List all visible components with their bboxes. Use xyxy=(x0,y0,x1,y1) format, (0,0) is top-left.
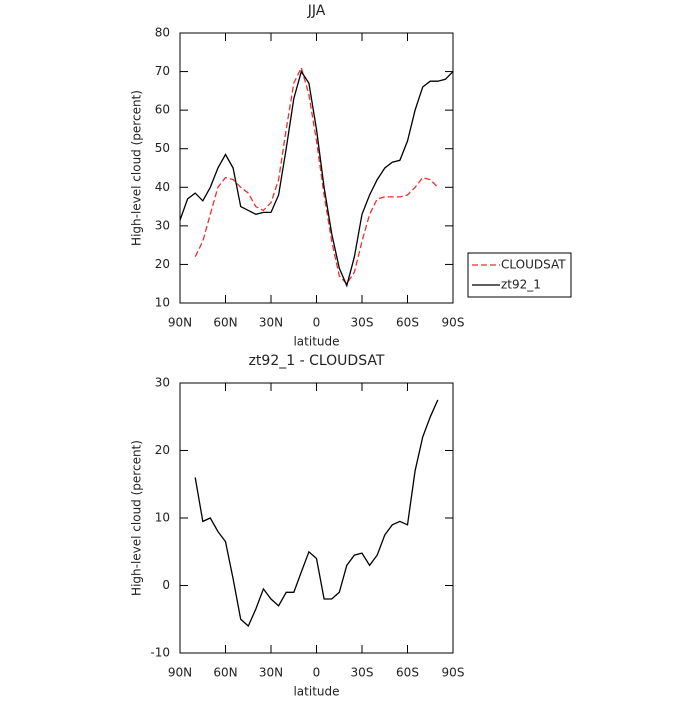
x-tick-label: 30S xyxy=(351,666,374,680)
x-tick-label: 90S xyxy=(442,316,465,330)
y-tick-label: 40 xyxy=(155,180,170,194)
data-line xyxy=(194,65,439,285)
x-tick-label: 60N xyxy=(213,316,237,330)
y-tick-label: 10 xyxy=(155,296,170,310)
x-tick-label: 90S xyxy=(442,666,465,680)
chart-title: JJA xyxy=(307,3,326,19)
x-tick-label: 30S xyxy=(351,316,374,330)
legend-label: CLOUDSAT xyxy=(501,258,566,272)
x-tick-label: 60S xyxy=(396,316,419,330)
plot-frame xyxy=(179,382,454,654)
y-tick-label: 70 xyxy=(155,64,170,78)
x-tick-label: 90N xyxy=(168,666,192,680)
x-tick-label: 60N xyxy=(213,666,237,680)
y-tick-label: -10 xyxy=(150,646,170,660)
y-tick-label: 10 xyxy=(155,511,170,525)
x-tick-label: 0 xyxy=(313,666,321,680)
x-tick-label: 30N xyxy=(259,666,283,680)
chart-title: zt92_1 - CLOUDSAT xyxy=(249,353,385,369)
legend-box xyxy=(467,252,572,298)
plot-frame xyxy=(179,32,454,304)
x-tick-label: 60S xyxy=(396,666,419,680)
y-axis-label: High-level cloud (percent) xyxy=(130,90,144,246)
data-line xyxy=(179,70,454,288)
data-line xyxy=(194,399,439,628)
legend-label: zt92_1 xyxy=(501,278,541,292)
y-tick-label: 20 xyxy=(155,257,170,271)
y-tick-label: 0 xyxy=(162,578,170,592)
y-tick-label: 30 xyxy=(155,218,170,232)
x-axis-label: latitude xyxy=(293,335,339,349)
y-axis-label: High-level cloud (percent) xyxy=(130,440,144,596)
y-tick-label: 20 xyxy=(155,443,170,457)
y-tick-label: 50 xyxy=(155,141,170,155)
y-tick-label: 30 xyxy=(155,376,170,390)
y-tick-label: 80 xyxy=(155,26,170,40)
x-tick-label: 30N xyxy=(259,316,283,330)
y-tick-label: 60 xyxy=(155,103,170,117)
x-axis-label: latitude xyxy=(293,685,339,699)
x-tick-label: 0 xyxy=(313,316,321,330)
x-tick-label: 90N xyxy=(168,316,192,330)
